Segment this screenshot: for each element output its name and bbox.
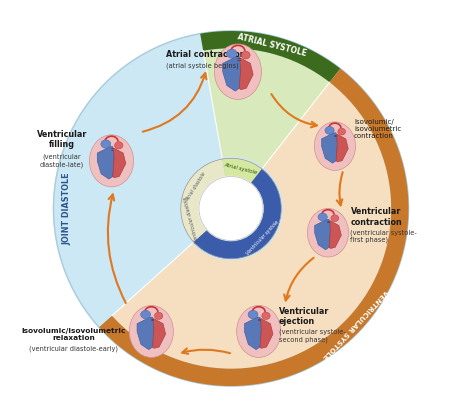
- Text: ATRIAL SYSTOLE: ATRIAL SYSTOLE: [237, 32, 307, 58]
- Text: VENTRICULAR SYSTOLE: VENTRICULAR SYSTOLE: [321, 288, 388, 359]
- Circle shape: [54, 31, 408, 386]
- Polygon shape: [260, 319, 273, 348]
- Ellipse shape: [141, 310, 151, 319]
- Wedge shape: [200, 31, 340, 82]
- FancyArrowPatch shape: [337, 172, 343, 205]
- Ellipse shape: [318, 213, 327, 221]
- Ellipse shape: [101, 140, 111, 148]
- Wedge shape: [71, 51, 222, 316]
- Polygon shape: [244, 317, 261, 349]
- Ellipse shape: [241, 51, 250, 59]
- Wedge shape: [181, 159, 225, 242]
- Ellipse shape: [307, 208, 349, 257]
- FancyArrowPatch shape: [271, 94, 317, 127]
- Text: JOINT DIASTOLE: JOINT DIASTOLE: [63, 172, 72, 245]
- Wedge shape: [222, 158, 262, 183]
- Polygon shape: [113, 148, 126, 178]
- Text: Ventricular systole: Ventricular systole: [245, 219, 280, 256]
- Text: Atrial contraction: Atrial contraction: [166, 50, 246, 59]
- Ellipse shape: [262, 312, 270, 319]
- Polygon shape: [97, 147, 114, 179]
- Text: Ventricular
contraction: Ventricular contraction: [351, 208, 402, 227]
- Polygon shape: [315, 219, 330, 250]
- Ellipse shape: [154, 312, 163, 319]
- Ellipse shape: [314, 122, 356, 171]
- Text: Atrial diastole: Atrial diastole: [185, 171, 207, 202]
- Text: Isovolumic/isovolumetric
relaxation: Isovolumic/isovolumetric relaxation: [21, 327, 126, 341]
- Ellipse shape: [237, 306, 281, 357]
- Ellipse shape: [115, 142, 123, 149]
- Wedge shape: [181, 158, 281, 259]
- Wedge shape: [194, 169, 281, 259]
- FancyArrowPatch shape: [182, 349, 230, 354]
- Text: Atrial systole: Atrial systole: [224, 162, 258, 175]
- Ellipse shape: [90, 135, 134, 187]
- Wedge shape: [99, 69, 408, 386]
- Ellipse shape: [226, 49, 237, 58]
- Text: (atrial systole begins): (atrial systole begins): [166, 63, 239, 69]
- Polygon shape: [329, 221, 341, 249]
- Text: Ventricular
ejection: Ventricular ejection: [279, 307, 329, 327]
- Polygon shape: [152, 319, 166, 348]
- FancyArrowPatch shape: [108, 194, 126, 303]
- Text: (ventricular diastole-early): (ventricular diastole-early): [29, 346, 118, 352]
- Polygon shape: [336, 134, 348, 162]
- Wedge shape: [203, 48, 329, 168]
- Ellipse shape: [325, 126, 334, 134]
- Ellipse shape: [129, 306, 173, 357]
- Polygon shape: [322, 133, 337, 163]
- Text: (ventricular
diastole-late): (ventricular diastole-late): [40, 154, 84, 168]
- Text: Ventricular diastole: Ventricular diastole: [183, 196, 200, 243]
- Wedge shape: [112, 82, 391, 369]
- Text: Ventricular
filling: Ventricular filling: [37, 130, 87, 149]
- FancyArrowPatch shape: [284, 258, 314, 301]
- Text: (ventricular systole-
first phase): (ventricular systole- first phase): [351, 229, 417, 243]
- Text: (ventricular systole-
second phase): (ventricular systole- second phase): [279, 329, 346, 343]
- Polygon shape: [239, 58, 253, 90]
- Polygon shape: [223, 56, 241, 91]
- Text: Isovolumic/
isovolumetric
contraction: Isovolumic/ isovolumetric contraction: [354, 119, 401, 139]
- Ellipse shape: [214, 44, 261, 99]
- Ellipse shape: [248, 310, 258, 319]
- Ellipse shape: [331, 215, 339, 221]
- FancyArrowPatch shape: [143, 73, 207, 132]
- Circle shape: [199, 176, 263, 241]
- Polygon shape: [137, 317, 154, 349]
- Ellipse shape: [338, 128, 346, 135]
